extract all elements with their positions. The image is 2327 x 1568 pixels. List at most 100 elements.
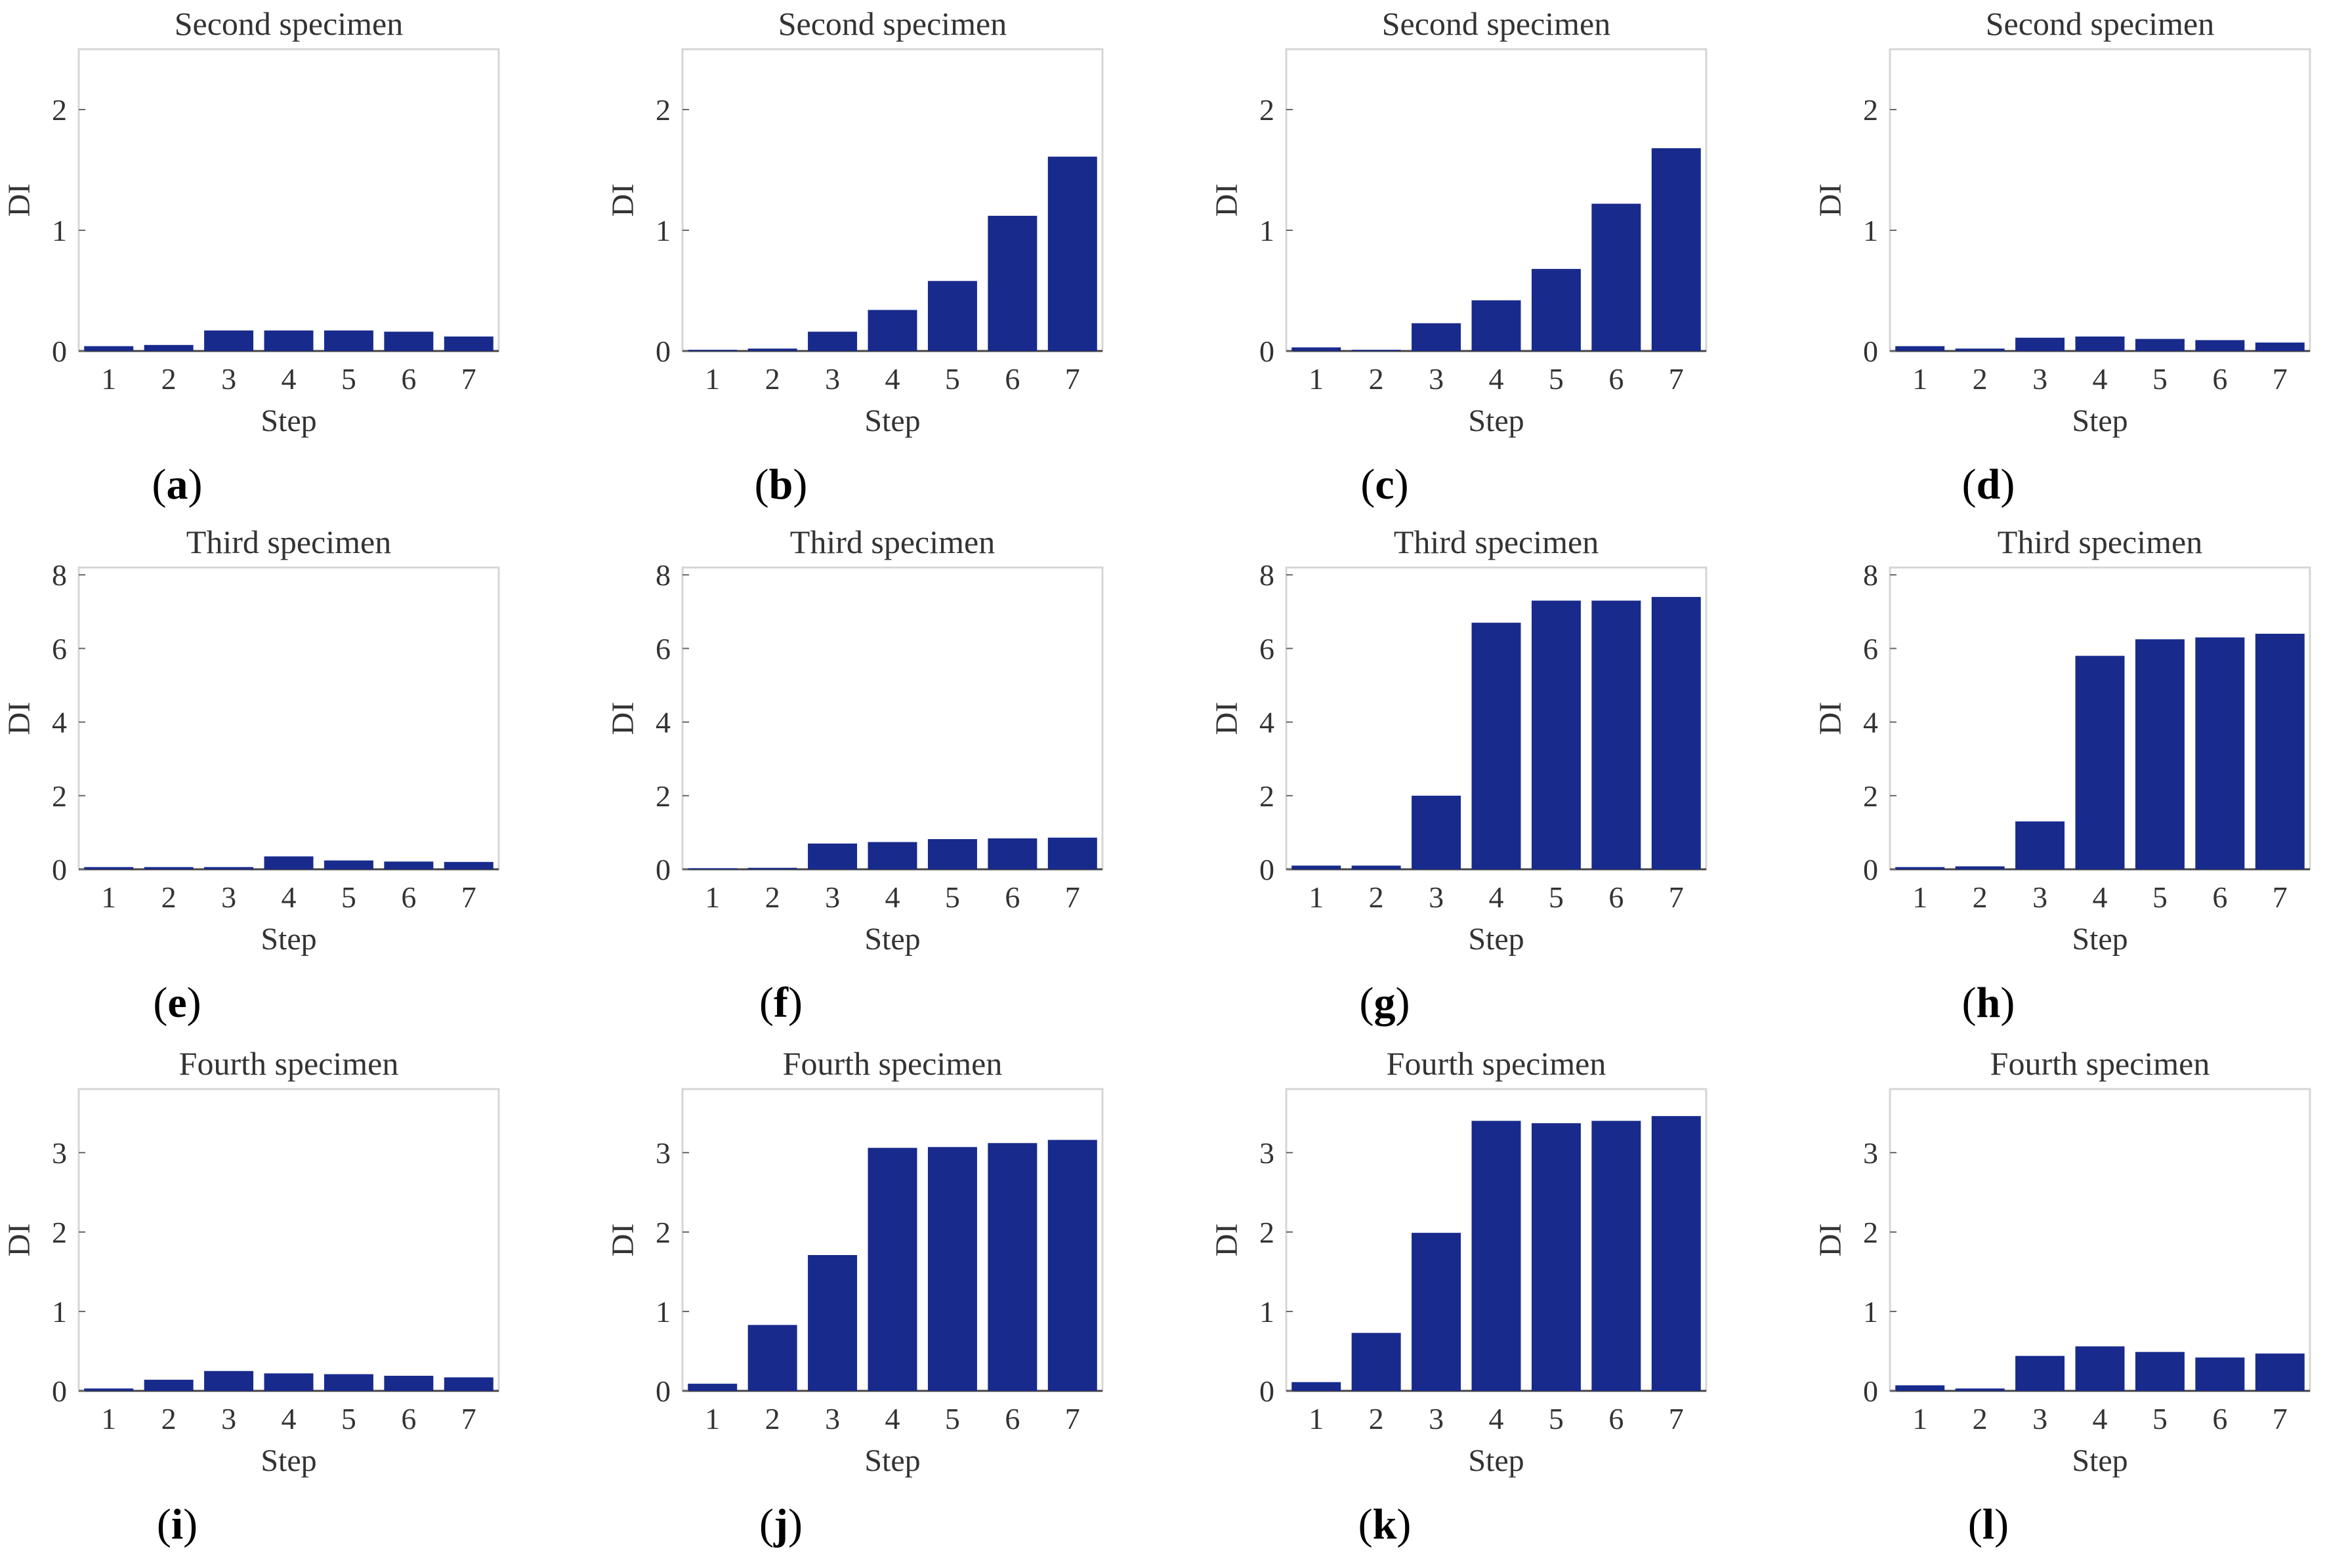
- plot-frame: [1889, 1088, 2311, 1392]
- y-tick-label: 2: [52, 1216, 67, 1249]
- x-tick-label: 5: [1549, 880, 1564, 914]
- bar-step-3: [1412, 323, 1461, 351]
- bar-step-5: [2135, 339, 2185, 351]
- bar-step-7: [1651, 1116, 1701, 1391]
- x-axis-label: Step: [1468, 1443, 1524, 1478]
- y-tick-label: 4: [52, 706, 67, 739]
- y-tick-label: 0: [1863, 1374, 1878, 1408]
- x-tick-label: 5: [341, 1402, 356, 1435]
- bar-step-6: [2195, 340, 2245, 351]
- chart-panel-e: Third specimen 0 2 4 6 8 DI 1 2 3 4 5 6 7 Step (e): [2, 524, 500, 1027]
- x-axis-label: Step: [1468, 922, 1524, 957]
- x-axis-label: Step: [261, 403, 316, 438]
- chart-panel-j: Fourth specimen 0 1 2 3 DI 1 2 3 4 5 6 7 Step (j): [606, 1045, 1104, 1548]
- x-tick-label: 6: [1608, 880, 1624, 914]
- x-tick-label: 4: [1489, 880, 1504, 914]
- bar-step-2: [1351, 865, 1401, 869]
- x-tick-label: 5: [945, 1402, 960, 1435]
- plot-frame: [681, 566, 1104, 871]
- x-tick-label: 3: [2032, 880, 2047, 914]
- x-tick-label: 7: [461, 880, 476, 914]
- bar-step-5: [1531, 600, 1581, 869]
- panel-letter: h: [1977, 979, 2001, 1027]
- chart-panel-l: Fourth specimen 0 1 2 3 DI 1 2 3 4 5 6 7 Step (l): [1813, 1045, 2311, 1548]
- x-tick-label: 5: [1549, 1402, 1564, 1435]
- x-tick-label: 3: [1429, 362, 1444, 396]
- x-tick-label: 6: [1005, 1402, 1020, 1435]
- x-axis-label: Step: [2072, 403, 2128, 438]
- x-tick-label: 4: [885, 362, 900, 396]
- x-tick-label: 1: [101, 880, 116, 914]
- x-tick-label: 1: [705, 362, 720, 396]
- y-axis-label: DI: [2, 702, 37, 735]
- bar-step-6: [384, 861, 434, 869]
- x-tick-label: 2: [1369, 1402, 1384, 1435]
- bar-step-5: [927, 1147, 977, 1391]
- y-tick-label: 1: [1863, 1295, 1878, 1329]
- y-axis-label: DI: [606, 184, 640, 217]
- chart-panel-h: Third specimen 0 2 4 6 8 DI 1 2 3 4 5 6 7 Step (h): [1813, 524, 2311, 1027]
- y-tick-label: 6: [1259, 632, 1274, 665]
- bar-step-7: [2255, 1353, 2305, 1391]
- x-tick-label: 4: [282, 880, 297, 914]
- y-tick-label: 0: [656, 853, 671, 886]
- chart-title: Third specimen: [1998, 524, 2202, 560]
- x-axis-label: Step: [864, 922, 920, 957]
- bar-step-2: [1955, 1388, 2005, 1391]
- y-tick-label: 1: [656, 1295, 671, 1329]
- x-tick-label: 7: [1669, 362, 1684, 396]
- plot-frame: [1889, 48, 2311, 352]
- bar-step-6: [384, 331, 434, 351]
- panel-label: (d): [1962, 461, 2015, 508]
- x-axis-label: Step: [2072, 1443, 2128, 1478]
- x-tick-label: 6: [2212, 1402, 2227, 1435]
- x-tick-label: 4: [885, 880, 900, 914]
- x-tick-label: 3: [2032, 1402, 2047, 1435]
- chart-title: Third specimen: [790, 524, 995, 560]
- panel-letter: d: [1977, 461, 2001, 508]
- x-tick-label: 7: [2273, 1402, 2288, 1435]
- bar-step-1: [688, 1384, 738, 1391]
- x-tick-label: 3: [825, 1402, 840, 1435]
- bar-step-1: [1895, 1385, 1945, 1391]
- bar-step-7: [1047, 156, 1097, 351]
- bar-step-4: [1471, 1121, 1521, 1391]
- y-tick-label: 3: [1863, 1136, 1878, 1170]
- bar-step-2: [1955, 348, 2005, 351]
- bar-step-6: [2195, 1357, 2245, 1391]
- plot-frame: [77, 48, 500, 352]
- x-tick-label: 1: [705, 880, 720, 914]
- bar-step-7: [444, 861, 493, 869]
- x-axis-label: Step: [261, 922, 316, 957]
- bar-step-5: [324, 330, 373, 351]
- x-tick-label: 1: [101, 362, 116, 396]
- x-tick-label: 2: [765, 1402, 780, 1435]
- bar-step-5: [2135, 639, 2185, 869]
- x-tick-label: 2: [161, 880, 177, 914]
- x-tick-label: 5: [2152, 1402, 2168, 1435]
- y-tick-label: 2: [1259, 93, 1274, 127]
- bar-step-4: [2075, 655, 2125, 869]
- x-tick-label: 7: [461, 362, 476, 396]
- bar-step-4: [264, 330, 314, 351]
- bar-step-3: [1412, 1233, 1461, 1391]
- x-tick-label: 6: [1608, 362, 1624, 396]
- bar-step-7: [1047, 1140, 1097, 1391]
- bar-step-1: [688, 350, 738, 351]
- panel-letter: c: [1375, 461, 1394, 508]
- bar-step-6: [988, 838, 1038, 869]
- chart-title: Third specimen: [1394, 524, 1599, 560]
- chart-title: Second specimen: [1382, 5, 1611, 42]
- panel-letter: i: [171, 1500, 183, 1548]
- y-axis-label: DI: [2, 184, 37, 217]
- bar-step-1: [1895, 867, 1945, 869]
- x-tick-label: 7: [1065, 1402, 1080, 1435]
- chart-title: Fourth specimen: [1387, 1045, 1606, 1082]
- y-axis-label: DI: [1813, 184, 1848, 217]
- bar-step-4: [868, 1147, 917, 1391]
- bar-step-1: [1291, 865, 1341, 869]
- x-tick-label: 7: [1669, 880, 1684, 914]
- y-tick-label: 0: [1259, 335, 1274, 368]
- x-tick-label: 3: [1429, 880, 1444, 914]
